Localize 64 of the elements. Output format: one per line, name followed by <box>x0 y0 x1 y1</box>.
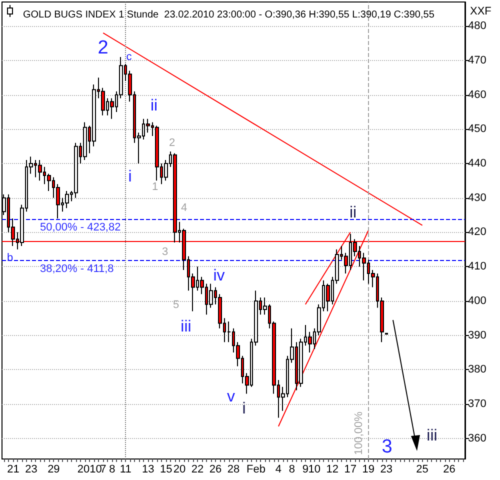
annotation: iii <box>180 318 192 336</box>
x-tick-label: 21 <box>7 464 20 476</box>
y-tick-label: 440 <box>468 157 486 170</box>
annotation: 2 <box>168 137 176 149</box>
annotation: iii <box>426 428 438 444</box>
candlestick <box>385 332 388 336</box>
x-tick-label: 15 <box>160 464 172 476</box>
x-tick-label: 19 <box>362 464 374 476</box>
y-tick-label: 370 <box>468 398 486 410</box>
x-tick-label: 12 <box>326 464 339 476</box>
x-tick-label: 17 <box>344 464 356 476</box>
candlestick <box>74 142 78 198</box>
y-tick-label: 450 <box>468 123 486 136</box>
annotation: 1 <box>152 181 158 193</box>
annotation: 38,20% - 411,8 <box>40 262 114 275</box>
annotation: 3 <box>382 436 392 458</box>
x-tick-label: 26 <box>443 464 456 476</box>
x-tick-label: 20 <box>173 464 186 476</box>
annotation: v <box>227 388 235 406</box>
x-tick-label: 7 <box>100 464 106 476</box>
y-tick-label: 430 <box>468 192 486 204</box>
x-tick-label: 13 <box>142 464 154 476</box>
annotation: 2 <box>98 38 108 58</box>
annotation: 5 <box>172 299 180 311</box>
x-tick-label: 9 <box>302 464 308 476</box>
annotation: 3 <box>162 246 168 258</box>
y-tick-label: 390 <box>468 329 486 342</box>
x-tick-label: 2010 <box>77 464 102 476</box>
candlestick <box>83 122 87 161</box>
y-tick-label: 460 <box>468 88 486 101</box>
annotation: 50,00% - 423,82 <box>40 222 121 234</box>
x-tick-label: 22 <box>191 464 204 476</box>
y-tick-label: 360 <box>468 432 486 444</box>
y-tick-label: 470 <box>468 54 486 66</box>
x-tick-label: 10 <box>308 464 321 476</box>
y-tick-label: 480 <box>468 20 486 32</box>
annotation: i <box>242 400 246 418</box>
annotation: iv <box>213 268 225 284</box>
chart-subtitle: XXF <box>470 6 492 18</box>
candlestick <box>38 160 42 182</box>
x-tick-label: 25 <box>416 464 428 476</box>
ref-line-label: 100,00% <box>352 411 365 455</box>
x-tick-label: 26 <box>209 464 222 476</box>
y-tick-label: 410 <box>468 260 486 273</box>
x-tick-label: 11 <box>120 464 132 476</box>
candlestick <box>65 190 69 209</box>
candlestick <box>155 125 159 182</box>
y-tick-label: 400 <box>468 294 486 307</box>
x-tick-label: Feb <box>246 464 266 476</box>
y-tick-label: 380 <box>468 364 486 376</box>
x-tick-label: 23 <box>380 464 392 476</box>
x-tick-label: 4 <box>275 464 282 476</box>
annotation: 4 <box>180 202 188 214</box>
annotation: ii <box>150 98 158 114</box>
x-tick-label: 8 <box>288 464 295 476</box>
annotation: ii <box>349 204 357 222</box>
annotation: c <box>126 51 132 63</box>
x-tick-label: 23 <box>25 464 38 476</box>
annotation: i <box>128 168 132 186</box>
y-tick-label: 420 <box>468 226 486 238</box>
text: GOLD BUGS INDEX 1 Stunde 23.02.2010 23:00:00 - O:390,36 H:390,55 L:390,19 C:390,55 <box>23 10 435 20</box>
x-tick-label: 28 <box>227 464 240 476</box>
x-tick-label: 29 <box>48 464 60 476</box>
x-tick-label: 8 <box>109 464 116 476</box>
